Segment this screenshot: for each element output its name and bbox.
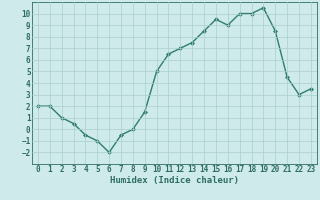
- X-axis label: Humidex (Indice chaleur): Humidex (Indice chaleur): [110, 176, 239, 185]
